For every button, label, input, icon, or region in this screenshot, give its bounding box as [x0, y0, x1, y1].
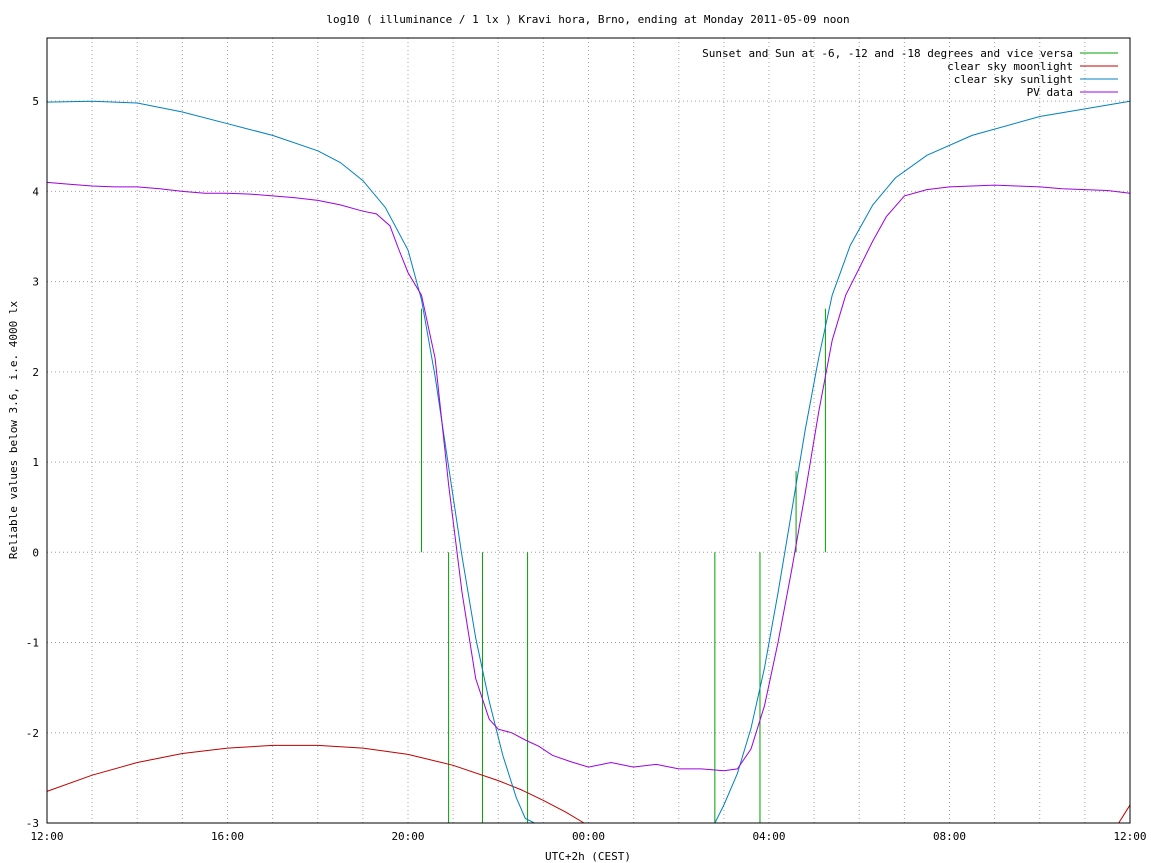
y-tick-label: -3 [26, 817, 39, 830]
series-line-2 [46, 100, 1131, 824]
y-tick-label: -1 [26, 637, 39, 650]
x-tick-label: 00:00 [572, 830, 605, 843]
y-tick-label: 2 [32, 366, 39, 379]
series-line-1 [46, 744, 585, 824]
x-tick-label: 16:00 [211, 830, 244, 843]
x-tick-label: 20:00 [391, 830, 424, 843]
chart-title: log10 ( illuminance / 1 lx ) Kravi hora,… [326, 13, 849, 26]
x-tick-label: 08:00 [933, 830, 966, 843]
x-tick-label: 04:00 [752, 830, 785, 843]
y-tick-label: 1 [32, 456, 39, 469]
legend-label: clear sky moonlight [947, 60, 1073, 73]
y-tick-label: 4 [32, 185, 39, 198]
x-axis-label: UTC+2h (CEST) [545, 850, 631, 863]
series-line-1-segment [1118, 804, 1131, 824]
x-tick-label: 12:00 [1113, 830, 1146, 843]
legend-label: PV data [1027, 86, 1073, 99]
tick-labels: 12:00 16:00 20:00 00:00 04:00 08:00 12:00-3-2-… [26, 95, 1147, 843]
y-tick-label: 5 [32, 95, 39, 108]
grid [47, 38, 1130, 823]
legend-label: Sunset and Sun at -6, -12 and -18 degree… [702, 47, 1073, 60]
x-tick-label: 12:00 [30, 830, 63, 843]
legend: Sunset and Sun at -6, -12 and -18 degree… [702, 47, 1118, 99]
y-axis-label: Reliable values below 3.6, i.e. 4000 lx [7, 300, 20, 559]
plot-border [46, 37, 1131, 824]
y-tick-label: -2 [26, 727, 39, 740]
legend-label: clear sky sunlight [954, 73, 1073, 86]
y-tick-label: 3 [32, 276, 39, 289]
series-layer [46, 100, 1131, 824]
series-line-3 [46, 181, 1131, 772]
y-tick-label: 0 [32, 546, 39, 559]
